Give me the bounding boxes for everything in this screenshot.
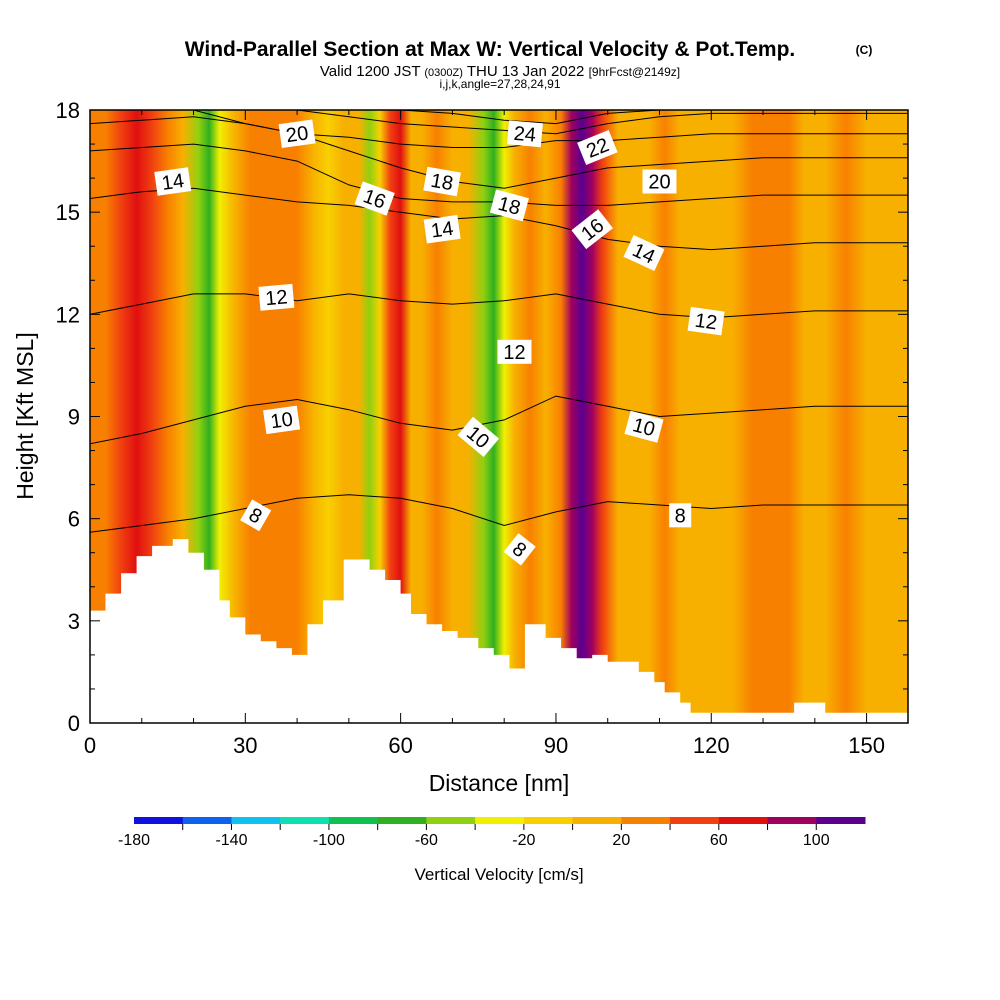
colorbar-swatch: [767, 817, 817, 824]
colorbar-tick-label: -60: [415, 832, 438, 849]
theta-contour-8: [90, 494, 908, 533]
contour-label-text: 10: [269, 408, 294, 433]
colorbar-tick-label: 60: [710, 832, 728, 849]
colorbar: -180 -140 -100 -60 -20 20 60 100: [118, 817, 866, 849]
theta-contour-24: [90, 110, 908, 125]
chart-title: Wind-Parallel Section at Max W: Vertical…: [185, 38, 796, 61]
contour-label: 12: [497, 339, 532, 364]
terrain: [90, 539, 908, 723]
colorbar-tick-label: -100: [313, 832, 345, 849]
chart-subtitle-indices: i,j,k,angle=27,28,24,91: [439, 77, 560, 91]
colorbar-swatch: [328, 817, 379, 824]
y-tick-label: 12: [56, 302, 80, 327]
y-axis: 0 3 6 9 12 15 18: [56, 98, 908, 736]
colorbar-tick-label: -20: [512, 832, 535, 849]
x-tick-label: 60: [388, 733, 412, 758]
y-tick-label: 9: [68, 405, 80, 430]
theta-contour-18: [90, 116, 908, 189]
colorbar-swatch: [182, 817, 232, 824]
colorbar-tick-label: 20: [612, 832, 630, 849]
x-tick-label: 120: [693, 733, 730, 758]
contour-label: 18: [423, 166, 461, 197]
theta-contour-20: [90, 110, 908, 148]
contour-label: 12: [258, 283, 295, 311]
x-tick-label: 90: [544, 733, 568, 758]
contour-label-text: 8: [675, 505, 686, 527]
contour-label: 12: [687, 306, 725, 336]
x-tick-label: 30: [233, 733, 257, 758]
subtitle-forecast: [9hrFcst@2149z]: [589, 65, 681, 79]
colorbar-swatch: [134, 817, 184, 824]
colorbar-swatch: [816, 817, 866, 824]
contour-label-text: 24: [513, 123, 537, 147]
contour-label-text: 18: [429, 170, 455, 196]
contour-label-text: 14: [430, 218, 455, 243]
y-tick-label: 6: [68, 507, 80, 532]
y-tick-label: 15: [56, 200, 80, 225]
contour-label-text: 14: [160, 170, 185, 195]
x-axis-label: Distance [nm]: [429, 770, 570, 796]
y-axis-label: Height [Kft MSL]: [12, 332, 38, 499]
colorbar-swatch: [621, 817, 671, 824]
y-tick-label: 3: [68, 609, 80, 634]
colorbar-swatch: [377, 817, 427, 824]
contour-label: 10: [263, 405, 301, 435]
title-copyright-mark: (C): [856, 43, 873, 57]
theta-contour-22: [90, 110, 908, 135]
colorbar-tick-label: -140: [215, 832, 247, 849]
x-tick-label: 150: [848, 733, 885, 758]
y-tick-label: 18: [56, 98, 80, 123]
colorbar-swatch: [718, 817, 769, 824]
colorbar-swatch: [523, 817, 574, 824]
colorbar-tick-label: -180: [118, 832, 150, 849]
contour-label-text: 12: [693, 310, 718, 335]
colorbar-swatch: [475, 817, 525, 824]
contour-label-text: 20: [648, 172, 670, 194]
contour-label: 8: [503, 533, 536, 566]
colorbar-tick-label: 100: [803, 832, 830, 849]
colorbar-swatch: [426, 817, 476, 824]
colorbar-swatch: [231, 817, 281, 824]
y-tick-label: 0: [68, 711, 80, 736]
theta-contours: [90, 110, 908, 533]
contour-label: 14: [423, 214, 461, 244]
colorbar-swatch: [280, 817, 330, 824]
contour-label-text: 12: [503, 342, 525, 364]
colorbar-swatch: [670, 817, 720, 824]
theta-contour-12: [90, 293, 908, 319]
subtitle-valid: Valid 1200 JST: [320, 63, 425, 80]
chart-subtitle: Valid 1200 JST (0300Z) THU 13 Jan 2022 […: [320, 63, 680, 80]
x-tick-label: 0: [84, 733, 96, 758]
contour-label: 16: [354, 181, 395, 216]
colorbar-label: Vertical Velocity [cm/s]: [414, 865, 583, 884]
contour-label: 8: [240, 499, 272, 532]
contour-label: 24: [506, 120, 543, 148]
contour-label-text: 20: [285, 122, 310, 147]
x-axis: 0 30 60 90 120 150: [84, 110, 885, 758]
subtitle-zulu: (0300Z): [424, 67, 463, 79]
contour-label: 20: [278, 119, 316, 149]
contour-label: 8: [669, 503, 692, 528]
contour-label: 14: [154, 167, 192, 196]
colorbar-swatch: [572, 817, 622, 824]
contour-label: 20: [642, 169, 677, 194]
theta-contour-10: [90, 395, 908, 445]
subtitle-date: THU 13 Jan 2022: [463, 63, 589, 80]
contour-label-text: 12: [264, 286, 288, 310]
